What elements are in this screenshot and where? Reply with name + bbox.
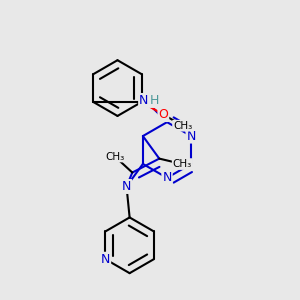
Text: N: N [122,180,131,193]
Text: N: N [162,171,172,184]
Text: H: H [150,94,159,107]
Text: N: N [139,94,148,107]
Text: O: O [158,108,168,121]
Text: CH₃: CH₃ [173,121,192,131]
Text: N: N [187,130,196,142]
Text: N: N [101,253,110,266]
Text: CH₃: CH₃ [173,159,192,169]
Text: CH₃: CH₃ [105,152,124,161]
